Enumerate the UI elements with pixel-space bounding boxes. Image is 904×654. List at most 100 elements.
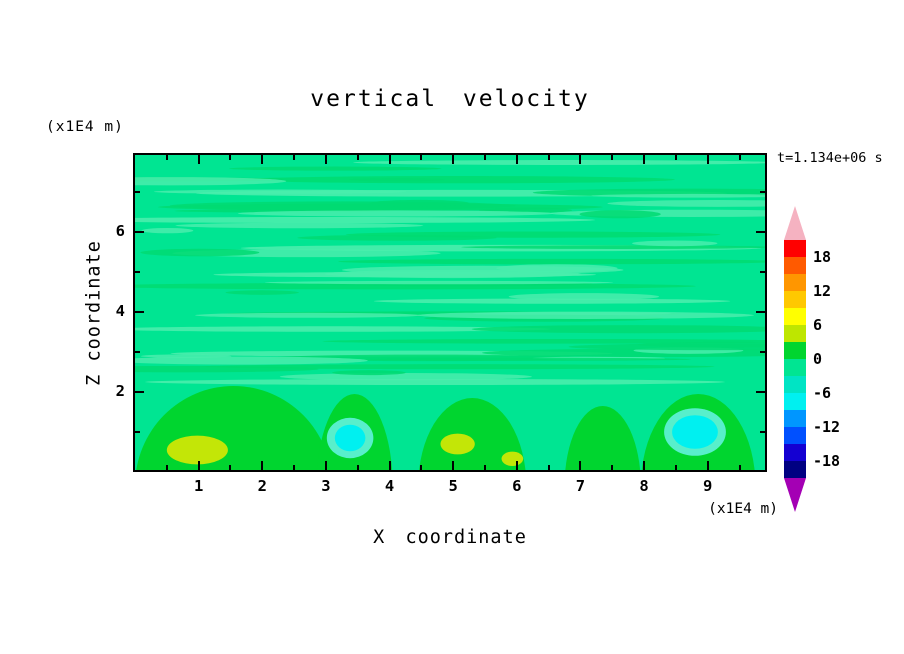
contour-shape: [419, 398, 526, 470]
colorbar: [784, 206, 806, 512]
colorbar-segment: [784, 393, 806, 410]
x-minor-tick: [229, 465, 232, 470]
contour-shape: [508, 293, 660, 301]
contour-shape: [140, 354, 232, 358]
contour-shape: [631, 240, 718, 247]
x-major-tick: [324, 461, 327, 470]
contour-shape: [341, 265, 624, 275]
contour-shape: [607, 200, 765, 207]
contour-shape: [501, 451, 524, 466]
x-axis-unit-label: (x1E4 m): [708, 501, 778, 517]
colorbar-tick-label: -12: [813, 418, 841, 436]
x-major-tick: [579, 155, 582, 164]
colorbar-over-arrow: [784, 206, 806, 240]
x-major-tick: [388, 155, 391, 164]
x-minor-tick: [738, 465, 741, 470]
contour-shape: [229, 166, 442, 171]
contour-shape: [369, 199, 470, 207]
x-minor-tick: [484, 155, 486, 160]
x-minor-tick: [165, 155, 168, 160]
x-minor-tick: [420, 155, 423, 160]
x-minor-tick: [674, 465, 677, 470]
x-major-tick: [324, 155, 327, 164]
contour-shape: [297, 234, 497, 241]
colorbar-segment: [784, 291, 806, 308]
x-minor-tick: [293, 155, 296, 160]
x-major-tick: [452, 461, 455, 470]
colorbar-segment: [784, 308, 806, 325]
contour-shape: [264, 280, 614, 285]
contour-shape: [135, 326, 551, 332]
contour-shape: [338, 258, 765, 265]
colorbar-tick-label: 0: [813, 350, 823, 368]
x-major-tick: [706, 155, 709, 164]
colorbar-segment: [784, 461, 806, 478]
contour-shape: [225, 290, 299, 295]
contour-shape: [166, 435, 228, 465]
time-annotation: t=1.134e+06 s: [777, 150, 883, 166]
x-major-tick: [197, 155, 200, 164]
contour-shape: [417, 311, 754, 320]
y-minor-tick: [135, 351, 140, 353]
contour-shape: [637, 341, 765, 348]
colorbar-tick-label: 18: [813, 248, 832, 266]
x-tick-label: 6: [512, 477, 522, 495]
colorbar-under-arrow: [784, 478, 806, 512]
x-minor-tick: [547, 465, 550, 470]
x-major-tick: [706, 461, 709, 470]
x-major-tick: [261, 461, 264, 470]
contour-shape: [279, 373, 532, 381]
contour-field: [135, 155, 765, 470]
y-major-tick: [135, 391, 144, 393]
x-tick-label: 5: [448, 477, 458, 495]
colorbar-segment: [784, 257, 806, 274]
y-minor-tick: [760, 431, 765, 433]
x-minor-tick: [611, 155, 614, 160]
contour-shape: [145, 379, 725, 385]
y-minor-tick: [135, 431, 140, 433]
contour-shape: [195, 312, 422, 318]
contour-shape: [373, 298, 731, 304]
contour-shape: [440, 433, 475, 455]
x-major-tick: [515, 155, 518, 164]
colorbar-segment: [784, 376, 806, 393]
x-major-tick: [515, 461, 518, 470]
x-minor-tick: [229, 155, 232, 160]
colorbar-segment: [784, 342, 806, 359]
x-tick-label: 3: [321, 477, 331, 495]
x-major-tick: [388, 461, 391, 470]
x-tick-label: 9: [703, 477, 713, 495]
contour-shape: [334, 424, 366, 452]
colorbar-segment: [784, 359, 806, 376]
y-tick-label: 2: [115, 382, 125, 400]
x-minor-tick: [293, 465, 296, 470]
y-major-tick: [756, 391, 765, 393]
colorbar-tick-label: -18: [813, 452, 841, 470]
colorbar-segments: [784, 240, 806, 478]
contour-shape: [140, 248, 260, 257]
y-minor-tick: [135, 271, 140, 273]
colorbar-segment: [784, 427, 806, 444]
colorbar-segment: [784, 325, 806, 342]
x-minor-tick: [611, 465, 614, 470]
contour-shape: [242, 175, 675, 184]
x-major-tick: [643, 461, 646, 470]
y-minor-tick: [760, 191, 765, 193]
contour-shape: [202, 364, 715, 370]
x-tick-label: 2: [257, 477, 267, 495]
x-tick-label: 1: [193, 477, 204, 495]
chart-title: vertical velocity: [310, 86, 590, 112]
contour-shape: [237, 210, 554, 217]
x-major-tick: [643, 155, 646, 164]
contour-shape: [141, 227, 194, 234]
contour-shape: [332, 370, 406, 376]
colorbar-tick-label: 12: [813, 282, 832, 300]
x-major-tick: [452, 155, 455, 164]
x-tick-label: 7: [575, 477, 586, 495]
colorbar-segment: [784, 274, 806, 291]
contour-shape: [154, 189, 407, 194]
y-tick-label: 4: [115, 302, 125, 320]
contour-shape: [135, 365, 319, 373]
x-minor-tick: [674, 155, 677, 160]
x-minor-tick: [420, 465, 423, 470]
